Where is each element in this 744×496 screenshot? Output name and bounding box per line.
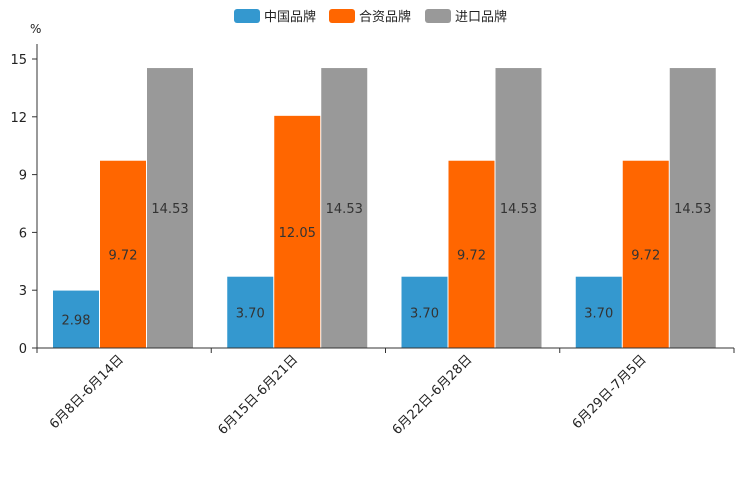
y-tick-label-1: 3 [19,284,27,299]
legend-swatch-0[interactable] [234,9,260,23]
bar-1-3[interactable] [622,160,669,348]
y-tick-label-5: 15 [10,53,27,68]
bar-2-2[interactable] [495,68,542,349]
data-label-2-0: 14.53 [151,202,188,217]
y-tick-label-0: 0 [19,342,27,357]
bar-0-3[interactable] [575,276,622,348]
bar-1-0[interactable] [100,160,146,348]
bar-1-1[interactable] [274,115,321,348]
data-label-1-0: 9.72 [109,248,138,263]
data-label-1-1: 12.05 [279,226,316,241]
data-label-1-3: 9.72 [631,248,660,263]
y-axis-unit-label: % [30,22,41,36]
bar-2-0[interactable] [147,68,193,349]
bar-2-3[interactable] [669,68,716,349]
y-tick-label-4: 12 [10,111,27,126]
x-category-label-1: 6月15日-6月21日 [215,352,301,438]
data-labels: 2.98 9.72 14.53 3.70 12.05 14.53 3.70 9.72 14.53… [62,202,712,328]
x-axis: 6月8日-6月14日 6月15日-6月21日 6月22日-6月28日 6月29日-7月… [36,347,735,438]
bars [53,68,716,349]
data-label-0-2: 3.70 [410,306,439,321]
legend-label-2[interactable]: 进口品牌 [455,9,507,25]
bar-2-1[interactable] [321,68,368,349]
y-tick-label-2: 6 [19,226,27,241]
y-tick-label-3: 9 [19,169,27,184]
data-label-1-2: 9.72 [457,248,486,263]
data-label-0-0: 2.98 [62,313,91,328]
data-label-2-3: 14.53 [674,202,711,217]
bar-0-2[interactable] [401,276,448,348]
bar-1-2[interactable] [448,160,495,348]
legend-label-1[interactable]: 合资品牌 [359,9,411,25]
legend-swatch-2[interactable] [425,9,451,23]
x-category-label-0: 6月8日-6月14日 [47,352,127,432]
legend-swatch-1[interactable] [329,9,355,23]
data-label-0-1: 3.70 [236,306,265,321]
bar-0-0[interactable] [53,290,99,348]
legend-label-0[interactable]: 中国品牌 [264,9,316,25]
bar-0-1[interactable] [227,276,274,348]
data-label-0-3: 3.70 [584,306,613,321]
x-category-label-3: 6月29日-7月5日 [570,352,650,432]
data-label-2-2: 14.53 [500,202,537,217]
data-label-2-1: 14.53 [326,202,363,217]
legend: 中国品牌 合资品牌 进口品牌 [234,9,507,25]
x-category-label-2: 6月22日-6月28日 [390,352,476,438]
y-axis: 0 3 6 9 12 15 [10,44,38,357]
